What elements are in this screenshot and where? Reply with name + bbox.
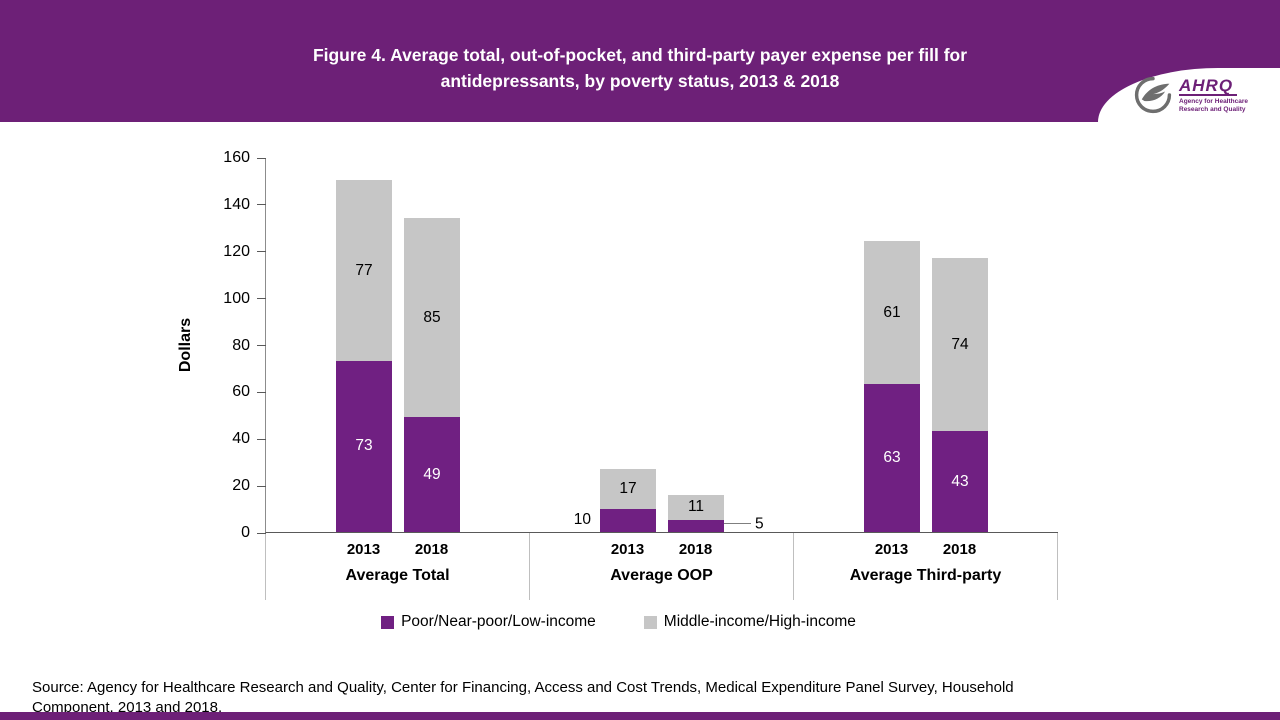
- ahrq-logo-text: AHRQ Agency for Healthcare Research and …: [1179, 77, 1248, 114]
- ahrq-tagline: Agency for Healthcare Research and Quali…: [1179, 98, 1248, 114]
- bar-segment: 49: [404, 417, 460, 532]
- x-axis-year-label: 2013: [346, 541, 381, 558]
- stacked-bar: 61 63: [864, 241, 920, 532]
- bar-segment: 11: [668, 494, 724, 521]
- y-axis-tick-label: 80: [232, 336, 250, 354]
- ahrq-wordmark: AHRQ: [1179, 77, 1237, 96]
- bar-segment: 5: [668, 516, 764, 533]
- bar-segment: 43: [932, 431, 988, 532]
- bar-segment: 85: [404, 218, 460, 418]
- bar-segment: 10: [574, 508, 656, 532]
- stacked-bar: 85 49: [404, 218, 460, 532]
- figure-title-line1: Figure 4. Average total, out-of-pocket, …: [312, 45, 968, 65]
- legend-item: Middle-income/High-income: [643, 613, 856, 631]
- ahrq-tagline-line2: Research and Quality: [1179, 105, 1246, 113]
- y-axis-tick-mark: [257, 157, 266, 159]
- y-axis-tick-mark: [257, 391, 266, 393]
- bar-value-label: 77: [355, 261, 373, 279]
- bar-segment: 17: [600, 468, 656, 509]
- axis-group-column: 2013 2018 Average OOP: [529, 533, 793, 600]
- bar-value-label: 17: [619, 479, 637, 497]
- x-axis-year-label: 2013: [610, 541, 645, 558]
- bar-value-label: 49: [423, 465, 441, 483]
- bar-segment: 73: [336, 360, 392, 532]
- bar-group: 61 63 74 43: [794, 158, 1058, 532]
- axis-group-column: 2013 2018 Average Total: [265, 533, 529, 600]
- x-axis-group-label: Average Total: [345, 567, 450, 584]
- x-axis-year-label: 2018: [414, 541, 449, 558]
- y-axis-tick-mark: [257, 204, 266, 206]
- figure-title-line2: antidepressants, by poverty status, 2013…: [440, 71, 840, 91]
- x-axis-group-label: Average Third-party: [849, 567, 1002, 584]
- legend-label: Poor/Near-poor/Low-income: [401, 613, 596, 630]
- x-axis-year-label: 2018: [678, 541, 713, 558]
- stacked-bar: 11 5: [668, 494, 764, 533]
- axis-group-column: 2013 2018 Average Third-party: [793, 533, 1058, 600]
- bar-value-label: 85: [423, 308, 441, 326]
- y-axis-tick-mark: [257, 532, 266, 534]
- legend-swatch: [643, 615, 657, 629]
- y-axis-tick-mark: [257, 345, 266, 346]
- stacked-bar: 74 43: [932, 257, 988, 532]
- y-axis-tick-mark: [257, 298, 266, 300]
- bar-value-label: 43: [951, 472, 969, 490]
- figure-title: Figure 4. Average total, out-of-pocket, …: [0, 42, 1280, 94]
- stacked-bar: 17 10: [574, 468, 656, 532]
- plot-area: Dollars 0 20 40 60 80 100 120 140 160 77 73 85 49 17…: [177, 149, 1058, 541]
- x-axis-year-label: 2018: [942, 541, 977, 558]
- legend: Poor/Near-poor/Low-income Middle-income/H…: [222, 613, 1015, 631]
- y-axis-tick-label: 140: [223, 195, 250, 213]
- ahrq-tagline-line1: Agency for Healthcare: [1179, 97, 1248, 105]
- bar-value-label: 10: [573, 511, 591, 529]
- y-axis: 0 20 40 60 80 100 120 140 160: [206, 149, 266, 541]
- hhs-eagle-icon: [1134, 76, 1172, 114]
- y-axis-tick-label: 0: [241, 524, 250, 541]
- bar-group: 17 10 11 5: [530, 158, 794, 533]
- y-axis-tick-label: 20: [232, 477, 250, 495]
- stacked-bar: 77 73: [336, 180, 392, 532]
- footer-bar: [0, 712, 1280, 720]
- y-axis-title: Dollars: [177, 317, 194, 373]
- bar-group: 77 73 85 49: [266, 158, 530, 532]
- year-labels-row: 2013 2018: [266, 541, 529, 558]
- bar-segment: 77: [336, 180, 392, 361]
- y-axis-tick-mark: [257, 438, 266, 440]
- y-axis-tick-label: 100: [223, 289, 250, 307]
- bar-value-label: 74: [951, 335, 969, 353]
- bar-segment: 74: [932, 257, 988, 432]
- leader-line: [724, 523, 751, 525]
- y-axis-tick-label: 60: [232, 383, 250, 401]
- y-axis-tick-mark: [257, 485, 266, 487]
- bar-segment: 61: [864, 241, 920, 385]
- y-axis-tick-label: 160: [223, 149, 250, 166]
- legend-swatch: [381, 615, 395, 629]
- bar-value-label: 73: [355, 437, 373, 455]
- legend-item: Poor/Near-poor/Low-income: [381, 613, 596, 631]
- x-axis-band: 2013 2018 Average Total 2013 2018 Average OOP…: [265, 533, 1058, 600]
- header-banner: Figure 4. Average total, out-of-pocket, …: [0, 0, 1280, 122]
- y-axis-tick-label: 40: [232, 430, 250, 448]
- bar-value-label: 5: [755, 515, 764, 533]
- bar-value-label: 63: [883, 449, 901, 467]
- bar-value-label: 61: [883, 303, 901, 321]
- source-note: Source: Agency for Healthcare Research a…: [32, 679, 1014, 716]
- year-labels-row: 2013 2018: [530, 541, 793, 558]
- bar-value-label: 11: [687, 498, 705, 516]
- legend-label: Middle-income/High-income: [663, 613, 856, 630]
- stacked-bar-chart: Dollars 0 20 40 60 80 100 120 140 160 77 73 85 49 17…: [177, 149, 1058, 631]
- y-axis-tick-mark: [257, 251, 266, 253]
- x-axis-group-label: Average OOP: [610, 567, 713, 584]
- bar-segment: 63: [864, 384, 920, 532]
- year-labels-row: 2013 2018: [794, 541, 1057, 558]
- x-axis-year-label: 2013: [874, 541, 909, 558]
- bars-container: 77 73 85 49 17 10 11 5 61 63 74 43: [266, 158, 1058, 533]
- y-axis-tick-label: 120: [223, 242, 250, 260]
